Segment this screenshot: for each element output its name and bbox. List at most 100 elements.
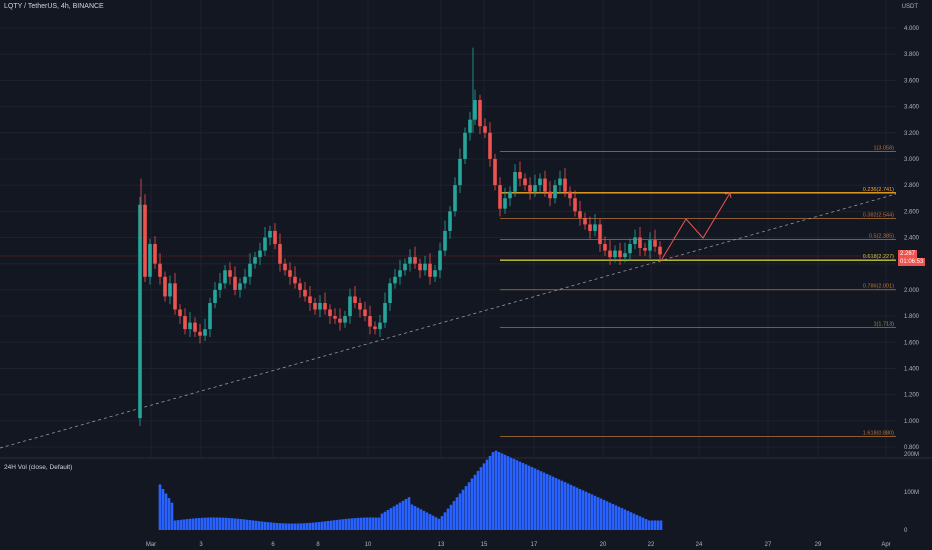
volume-bar (281, 523, 285, 530)
time-tick-label: 3 (199, 542, 203, 548)
volume-bar (530, 467, 534, 530)
volume-bar (407, 497, 411, 530)
volume-bar (170, 502, 174, 530)
volume-bar (509, 457, 513, 530)
fib-retracement[interactable]: 1(3.058) 0.236(2.741) 0.382(2.544) 0.5(2.38… (500, 145, 896, 437)
volume-bar (506, 456, 510, 530)
volume-bar (338, 519, 342, 530)
time-axis[interactable]: Mar 3 6 8 10 13 15 17 20 22 24 27 29 Apr (146, 542, 891, 548)
candle-body (478, 100, 482, 127)
candle-body (443, 230, 447, 251)
volume-bar (602, 499, 606, 530)
volume-bar (596, 497, 600, 530)
candle-body (163, 276, 167, 297)
candle-body (183, 316, 187, 330)
candle-body (143, 204, 147, 277)
projection-path[interactable] (661, 192, 731, 260)
volume-bar (161, 488, 165, 530)
candle-body (393, 276, 397, 284)
volume-bar (413, 506, 417, 530)
price-tick-label: 1.600 (904, 340, 920, 346)
candle-body (203, 329, 207, 336)
price-tick-label: 3.200 (904, 131, 920, 137)
time-tick-label: 20 (600, 542, 607, 548)
volume-bar (500, 453, 504, 530)
candle-body (488, 132, 492, 159)
price-axis[interactable]: 4.000 3.800 3.600 3.400 3.200 3.000 2.800 2.600… (904, 26, 920, 451)
volume-bar (302, 523, 306, 530)
volume-bar (266, 522, 270, 530)
volume-tick-label: 100M (904, 490, 919, 496)
candle-body (368, 316, 372, 327)
volume-bar (176, 520, 180, 530)
projection-arrowhead (724, 192, 732, 199)
volume-bar (275, 522, 279, 530)
volume-bar (317, 522, 321, 530)
volume-bar (383, 511, 387, 530)
candle-body (293, 276, 297, 284)
candle-body (568, 191, 572, 199)
volume-bar (647, 520, 651, 530)
candle-body (238, 283, 242, 290)
candle-body (258, 250, 262, 258)
volume-bar (263, 521, 267, 530)
volume-indicator-title[interactable]: 24H Vol (close, Default) (4, 464, 73, 471)
time-tick-label: 13 (438, 542, 445, 548)
volume-bar (467, 482, 471, 530)
volume-bar (440, 516, 444, 530)
volume-bar (392, 506, 396, 530)
currency-unit: USDT (901, 4, 918, 10)
volume-bar (431, 515, 435, 530)
trend-line[interactable] (0, 193, 897, 449)
candle-body (533, 185, 537, 192)
volume-bar (536, 469, 540, 530)
price-tick-label: 2.800 (904, 183, 920, 189)
price-tick-label: 2.600 (904, 209, 920, 215)
volume-bar (299, 523, 303, 530)
candle-body (438, 250, 442, 271)
candle-body (268, 230, 272, 238)
candle-body (213, 289, 217, 303)
candle-body (348, 296, 352, 317)
volume-axis: 200M 100M 0 (904, 452, 919, 534)
volume-bar (248, 520, 252, 530)
grid-lines (0, 0, 896, 458)
volume-bar (473, 474, 477, 530)
price-tick-label: 0.800 (904, 445, 920, 451)
volume-bar (227, 517, 231, 530)
candle-body (468, 119, 472, 133)
volume-bar (179, 519, 183, 530)
volume-bar (368, 517, 372, 530)
candle-body (543, 178, 547, 192)
candle-body (518, 172, 522, 179)
volume-bar (218, 517, 222, 530)
candle-body (173, 283, 177, 310)
candle-body (218, 283, 222, 290)
candle-body (328, 309, 332, 317)
candle-body (538, 178, 542, 186)
price-tick-label: 1.400 (904, 366, 920, 372)
candle-body (623, 253, 627, 258)
volume-bar (251, 520, 255, 530)
candle-body (528, 185, 532, 192)
candle-body (643, 247, 647, 251)
candle-body (553, 185, 557, 199)
symbol-title[interactable]: LQTY / TetherUS, 4h, BINANCE (4, 3, 104, 10)
volume-bar (377, 517, 381, 530)
candle-body (418, 263, 422, 271)
volume-bar (239, 519, 243, 530)
volume-bar (278, 523, 282, 530)
time-tick-label: 6 (271, 542, 275, 548)
volume-bar (347, 518, 351, 530)
volume-bar (341, 519, 345, 530)
volume-bar (164, 493, 168, 530)
candle-body (208, 302, 212, 330)
candle-body (498, 185, 502, 209)
candle-body (338, 318, 342, 323)
candle-body (628, 244, 632, 254)
candle-body (413, 257, 417, 264)
volume-bar (212, 517, 216, 530)
candle-body (483, 126, 487, 133)
volume-bar (290, 523, 294, 530)
